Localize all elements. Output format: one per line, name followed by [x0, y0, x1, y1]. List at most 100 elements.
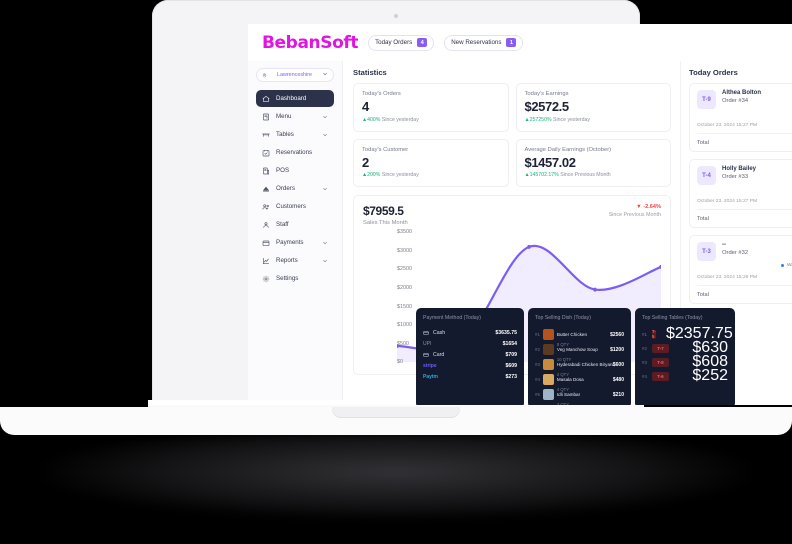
dish-value: $210 [612, 391, 624, 398]
laptop-shadow [40, 424, 752, 520]
payment-method-name: Cash [433, 329, 446, 336]
payment-method-row: stripe $609 [423, 360, 517, 371]
top-selling-dish-row: #3 Hyderabadi Chicken Biryani 2 QTY $600 [535, 357, 624, 377]
order-customer-name: -- [722, 242, 726, 248]
top-selling-dish-row: #4 Masala Dosa 4 QTY $480 [535, 372, 624, 392]
wallet-icon [262, 239, 270, 247]
sidebar-item-reservations[interactable]: Reservations [256, 144, 334, 161]
stat-card-average-daily-earnings: Average Daily Earnings (October) $1457.0… [515, 138, 671, 188]
dish-value: $480 [612, 376, 624, 383]
stat-delta: ▲145702.17% Since Previous Month [525, 172, 663, 178]
sales-subtitle: Sales This Month [363, 220, 408, 227]
arrow-up-icon: ▲ [524, 116, 530, 123]
sidebar-item-dashboard[interactable]: Dashboard [256, 90, 334, 107]
stat-card-todays-earnings: Today's Earnings $2572.5 ▲257250% Since … [515, 83, 671, 132]
calendar-icon [262, 149, 270, 157]
order-total-label: Total [697, 291, 709, 298]
order-payment-note-row: Waiting for Payment [780, 263, 792, 268]
payment-method-value: $3635.75 [495, 329, 517, 336]
top-selling-tables-title: Top Selling Tables (Today) [642, 315, 703, 321]
dish-thumbnail [542, 374, 554, 385]
page-title: Statistics [353, 68, 387, 77]
arrow-down-icon: ▼ [636, 204, 642, 211]
sidebar-item-label: POS [276, 167, 290, 174]
screen: BebanSoft Today Orders 4 New Reservation… [248, 24, 792, 405]
order-card[interactable]: T-9 Althea Bolton Order #34 PAID Payment… [689, 83, 792, 152]
table-value: $252 [692, 367, 728, 384]
dish-thumbnail [542, 329, 554, 340]
new-reservations-pill-label: New Reservations [451, 39, 502, 46]
table-badge: T-6 [651, 371, 669, 381]
sidebar-item-label: Menu [276, 113, 292, 120]
payment-method-row: Paytm $273 [423, 371, 517, 382]
bag-icon [262, 185, 270, 193]
payment-method-name: Paytm [423, 373, 439, 380]
dish-value: $600 [612, 361, 624, 368]
today-orders-pill[interactable]: Today Orders 4 [368, 34, 435, 51]
order-total-label: Total [697, 215, 709, 222]
top-selling-dish-rows: #1 Butter Chicken 8 QTY $2560 #2 Veg Manchow … [535, 327, 624, 405]
stat-value: 4 [362, 99, 369, 114]
location-select-value: Lawrenceshire [276, 72, 313, 78]
sidebar-item-orders[interactable]: Orders [256, 180, 334, 197]
sidebar-item-label: Orders [276, 185, 295, 192]
top-selling-table-row: #2 T-7 $630 [642, 339, 728, 356]
sidebar-item-label: Customers [276, 203, 306, 210]
stat-label: Today's Earnings [524, 91, 569, 97]
table-rank: #4 [642, 373, 647, 379]
sidebar-item-tables[interactable]: Tables [256, 126, 334, 143]
sidebar-item-pos[interactable]: POS [256, 162, 334, 179]
payment-method-panel: Payment Method (Today) Cash $3635.75 UPI $1… [416, 308, 524, 405]
app-header: BebanSoft Today Orders 4 New Reservation… [248, 24, 792, 61]
dish-name: Veg Manchow Soup [556, 346, 598, 352]
dish-name: Hyderabadi Chicken Biryani [556, 361, 614, 367]
location-select[interactable]: Lawrenceshire [256, 68, 334, 82]
sidebar-item-menu[interactable]: Menu [256, 108, 334, 125]
chart-line-icon [262, 257, 270, 265]
sidebar-item-staff[interactable]: Staff [256, 216, 334, 233]
table-value: $630 [692, 339, 728, 356]
stat-card-todays-orders: Today's Orders 4 ▲400% Since yesterday [353, 83, 509, 132]
sidebar-item-label: Tables [276, 131, 294, 138]
stat-delta-value: 200% [367, 172, 381, 179]
payment-method-value: $1654 [502, 340, 517, 347]
sidebar: Lawrenceshire Dashboard [248, 61, 343, 405]
menu-board-icon [262, 113, 270, 121]
sales-change: ▼ -2.64% [609, 204, 661, 210]
laptop-base [0, 407, 792, 435]
stat-delta-note: Since yesterday [553, 116, 590, 123]
sidebar-item-payments[interactable]: Payments [256, 234, 334, 251]
order-table-badge: T-4 [697, 166, 716, 185]
payment-method-value: $709 [505, 351, 517, 358]
dish-thumbnail [542, 389, 554, 400]
dish-rank: #5 [535, 392, 540, 397]
sidebar-item-label: Reports [276, 257, 298, 264]
stat-delta-value: 257250% [529, 116, 552, 123]
sales-change-note: Since Previous Month [608, 212, 661, 219]
table-rank: #1 [642, 331, 647, 337]
table-badge: T-8 [651, 357, 669, 367]
chevron-down-icon [322, 240, 328, 246]
app-logo[interactable]: BebanSoft [262, 32, 359, 53]
order-date: October 23, 2024 15:27 PM [697, 122, 758, 128]
sidebar-item-settings[interactable]: Settings [256, 270, 334, 287]
cash-icon [423, 330, 429, 336]
top-selling-tables-panel: Top Selling Tables (Today) #1 T-5 $2357.75… [635, 308, 735, 405]
laptop-hinge [148, 400, 644, 409]
dish-qty: 8 QTY [556, 341, 569, 347]
table-rank: #3 [642, 359, 647, 365]
sidebar-item-reports[interactable]: Reports [256, 252, 334, 269]
order-card[interactable]: T-3 -- Order #32 BILLED Waiting for Paym… [689, 235, 792, 304]
arrow-up-icon: ▲ [362, 172, 368, 179]
order-card[interactable]: T-4 Holly Bailey Order #33 PAID Payment … [689, 159, 792, 228]
stat-delta: ▲257250% Since yesterday [525, 117, 663, 123]
sidebar-item-customers[interactable]: Customers [256, 198, 334, 215]
top-selling-table-row: #1 T-5 $2357.75 [642, 325, 733, 342]
home-icon [262, 95, 270, 103]
chevron-down-icon [322, 71, 328, 79]
stat-card-todays-customer: Today's Customer 2 ▲200% Since yesterday [353, 138, 509, 188]
statistics-grid: Today's Orders 4 ▲400% Since yesterday T… [353, 83, 671, 188]
stat-label: Average Daily Earnings (October) [524, 146, 612, 153]
new-reservations-pill[interactable]: New Reservations 1 [444, 34, 524, 51]
sales-total: $7959.5 [363, 204, 404, 219]
